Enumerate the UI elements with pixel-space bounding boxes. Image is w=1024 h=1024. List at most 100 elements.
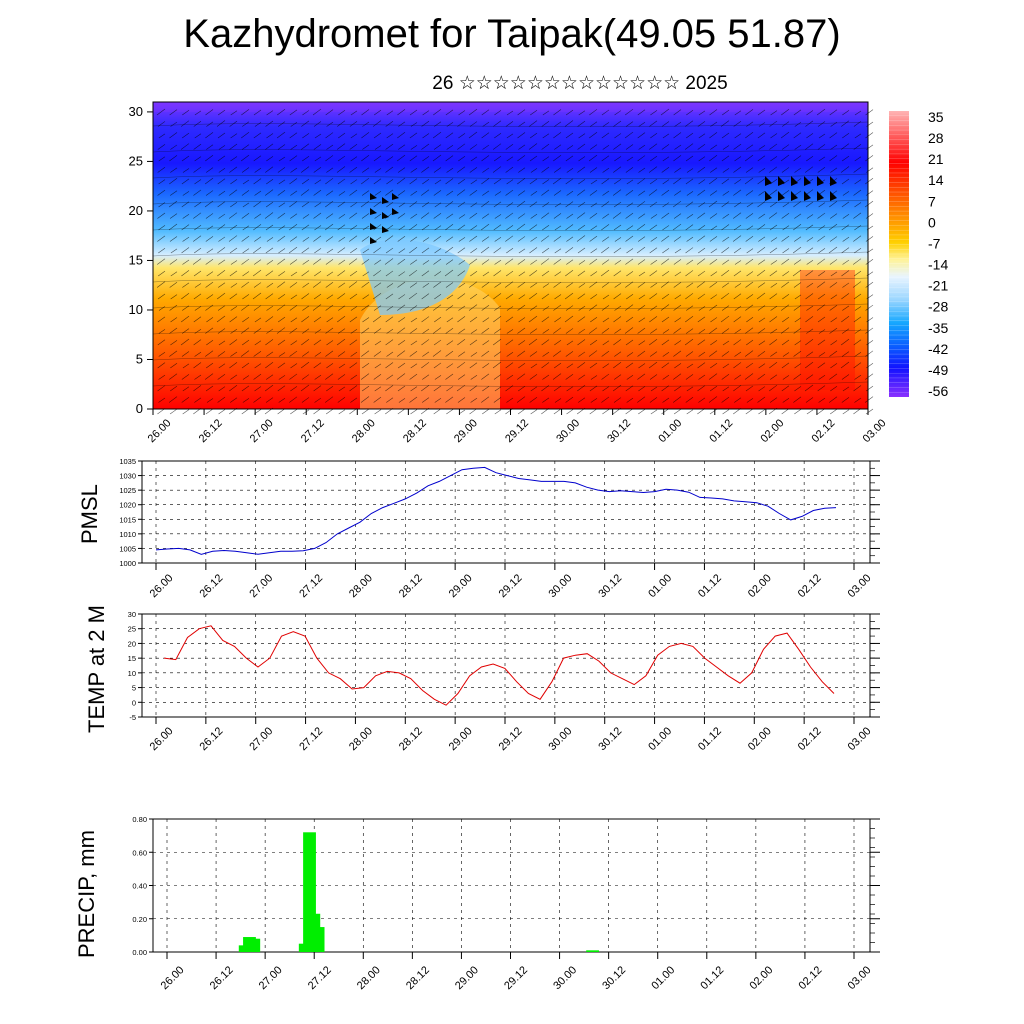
x-tick-label: 29.12 — [502, 964, 530, 992]
isotherm — [152, 381, 869, 387]
x-tick-label: 03.00 — [846, 725, 874, 753]
wind-barb — [793, 305, 802, 311]
wind-barb — [841, 316, 850, 323]
wind-barb — [253, 246, 262, 254]
wind-barb — [758, 213, 766, 219]
wind-barb — [721, 224, 730, 231]
wind-barb — [589, 109, 598, 116]
wind-barb — [421, 201, 430, 208]
wind-barb — [806, 110, 814, 116]
wind-barb — [505, 166, 514, 173]
wind-barb — [480, 246, 490, 254]
wind-barb — [445, 178, 454, 185]
wind-barb — [362, 271, 370, 277]
wind-barb — [734, 305, 742, 311]
wind-barb — [385, 247, 394, 254]
wind-barb — [721, 270, 730, 277]
x-tick-label: 02.12 — [796, 725, 824, 753]
wind-barb — [301, 316, 310, 323]
wind-barb — [613, 143, 622, 150]
wind-barb — [745, 109, 754, 116]
wind-barb — [852, 281, 862, 288]
wind-barb — [530, 168, 538, 173]
wind-barb — [746, 271, 754, 277]
wind-barb — [853, 144, 862, 150]
wind-barb — [218, 168, 226, 173]
wind-barb — [517, 155, 526, 162]
wind-barb — [204, 373, 214, 380]
wind-barb — [433, 235, 442, 242]
wind-barb — [865, 132, 874, 139]
wind-barb — [493, 155, 502, 162]
wind-barb — [864, 396, 874, 403]
wind-barb — [182, 386, 190, 392]
wind-barb — [722, 168, 730, 173]
wind-barb — [169, 109, 178, 116]
wind-barb — [553, 304, 562, 311]
wind-barb — [194, 156, 202, 162]
wind-barb — [745, 213, 754, 219]
wind-barb — [337, 178, 346, 185]
wind-barb — [242, 225, 250, 231]
wind-barb — [266, 133, 274, 139]
wind-barb — [698, 156, 706, 162]
wind-barb — [710, 340, 718, 346]
wind-barb — [854, 247, 862, 254]
wind-barb — [650, 259, 658, 265]
wind-barb — [794, 236, 802, 242]
wind-barb — [625, 258, 634, 265]
wind-barb — [565, 396, 574, 403]
wind-barb — [517, 408, 526, 415]
x-tick-label: 03.00 — [861, 417, 889, 445]
wind-barb — [457, 224, 466, 231]
wind-barb — [842, 236, 850, 242]
wind-barb — [314, 352, 322, 357]
wind-barb — [265, 397, 274, 403]
wind-barb — [506, 202, 514, 208]
wind-flag — [817, 176, 824, 186]
wind-barb — [361, 177, 370, 185]
wind-barb — [445, 201, 454, 208]
wind-barb — [566, 386, 574, 392]
wind-barb — [492, 361, 502, 369]
wind-barb — [721, 155, 730, 162]
wind-barb — [614, 178, 622, 185]
wind-barb — [830, 386, 838, 392]
wind-barb — [637, 132, 646, 139]
wind-barb — [721, 328, 730, 334]
wind-barb — [518, 340, 526, 346]
wind-barb — [229, 362, 238, 369]
wind-barb — [217, 178, 226, 185]
wind-barb — [457, 397, 466, 403]
wind-barb — [265, 339, 274, 346]
wind-barb — [685, 351, 694, 357]
wind-barb — [638, 213, 646, 219]
wind-barb — [302, 155, 310, 162]
wind-barb — [698, 202, 706, 208]
wind-barb — [493, 143, 502, 150]
wind-barb — [432, 131, 442, 139]
wind-barb — [674, 248, 682, 254]
wind-barb — [841, 247, 850, 254]
wind-barb — [265, 293, 274, 300]
wind-barb — [769, 143, 778, 150]
wind-barb — [637, 396, 646, 403]
wind-barb — [553, 167, 562, 173]
wind-barb — [193, 235, 202, 242]
wind-barb — [314, 397, 322, 403]
wind-barb — [830, 340, 838, 346]
wind-barb — [734, 179, 742, 185]
wind-barb — [638, 363, 646, 369]
wind-barb — [601, 178, 610, 185]
wind-barb — [229, 339, 238, 346]
wind-barb — [541, 143, 550, 150]
wind-barb — [578, 351, 586, 357]
wind-barb — [746, 202, 754, 208]
wind-barb — [362, 317, 370, 323]
wind-barb — [386, 110, 394, 116]
wind-barb — [433, 109, 442, 116]
wind-barb — [518, 121, 526, 127]
y-tick-label: 20 — [129, 203, 143, 218]
wind-barb — [818, 225, 826, 231]
wind-barb — [565, 305, 574, 311]
